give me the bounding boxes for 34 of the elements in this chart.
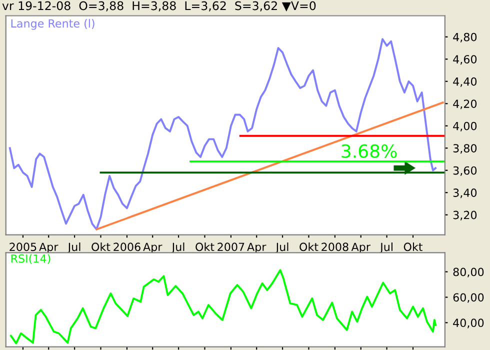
x-tick-label: Apr — [39, 242, 58, 254]
x-tick-label: 2007 — [218, 242, 244, 252]
text: RSI(14) — [11, 254, 50, 264]
y-tick-label: 80,00 — [453, 268, 484, 278]
y-tick-label: 3,20 — [453, 210, 477, 220]
y-tick-label: 3,40 — [453, 188, 477, 198]
y-tick-label: 3,80 — [453, 144, 477, 154]
y-tick-label: 60,00 — [453, 293, 484, 303]
line-series — [10, 269, 436, 344]
x-tick-label: Jul — [171, 242, 184, 254]
x-tick-label: Apr — [351, 242, 370, 254]
x-tick-label: Jul — [275, 242, 288, 254]
y-tick-label: 4,60 — [453, 55, 477, 65]
annotation: 3.68% — [342, 144, 397, 158]
x-tick-label: 2006 — [114, 242, 140, 252]
text: Lange Rente (l) — [11, 19, 94, 30]
y-tick-label: 4,40 — [453, 77, 477, 87]
x-tick-label: Okt — [196, 242, 214, 252]
y-tick-label: 4,20 — [453, 100, 477, 110]
chart-title: vr 19-12-08 O=3,88 H=3,88 L=3,62 S=3,62 ▼V=0 — [2, 1, 316, 12]
x-tick-label: Okt — [404, 242, 423, 252]
x-tick-label: Apr — [143, 242, 162, 254]
y-tick-label: 4,00 — [453, 122, 477, 132]
x-tick-label: 2005 — [10, 242, 36, 252]
x-tick-label: Okt — [92, 242, 110, 252]
x-tick-label: Okt — [300, 242, 318, 252]
x-tick-label: Jul — [380, 242, 392, 254]
y-tick-label: 40,00 — [453, 318, 484, 328]
x-tick-label: 2008 — [322, 242, 348, 252]
x-tick-label: Jul — [67, 242, 80, 254]
x-tick-label: Apr — [247, 242, 266, 254]
line-series — [8, 38, 436, 230]
y-tick-label: 3,60 — [453, 166, 477, 176]
y-tick-label: 4,80 — [453, 32, 477, 42]
